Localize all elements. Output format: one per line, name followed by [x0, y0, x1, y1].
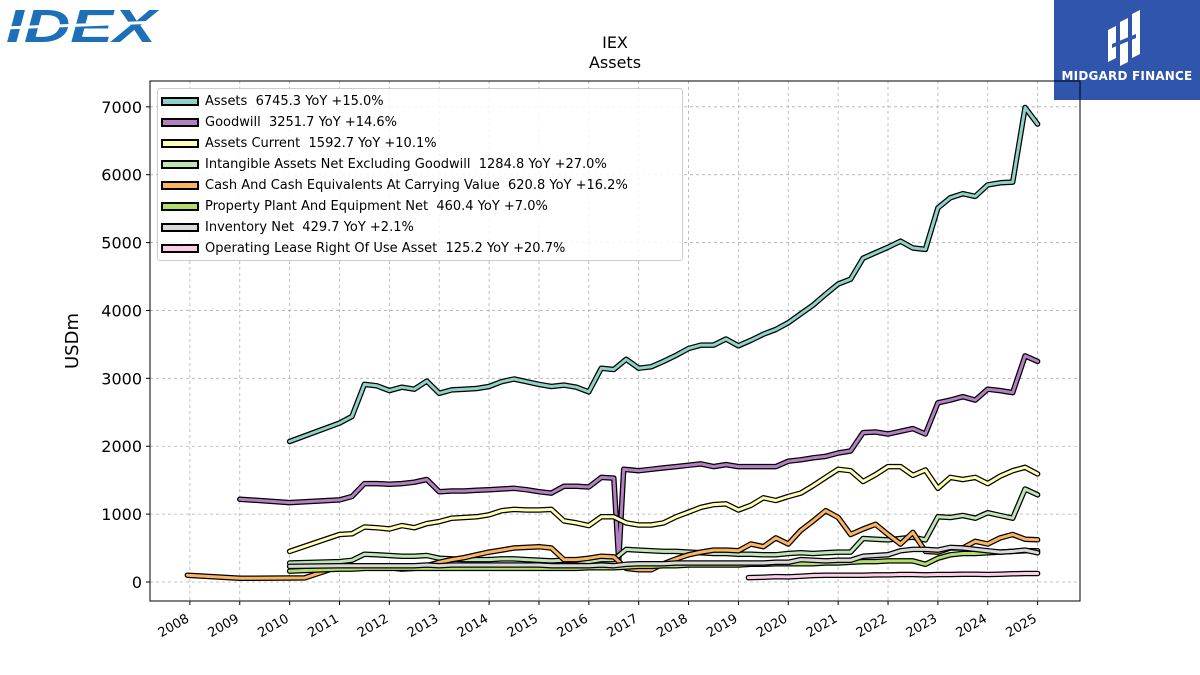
legend-swatch — [161, 160, 199, 169]
idex-logo: IDEX — [3, 0, 161, 52]
x-tick-label: 2010 — [255, 611, 291, 641]
legend-label: Goodwill 3251.7 YoY +14.6% — [205, 115, 398, 130]
legend-item-inventory: Inventory Net 429.7 YoY +2.1% — [158, 217, 414, 238]
series-line — [288, 465, 1040, 553]
x-tick-label: 2019 — [704, 611, 740, 641]
plot-frame — [149, 80, 1081, 602]
legend-label: Assets Current 1592.7 YoY +10.1% — [205, 136, 437, 151]
legend-swatch — [161, 181, 199, 190]
legend-label: Property Plant And Equipment Net 460.4 Y… — [205, 199, 548, 214]
x-tick-label: 2009 — [206, 611, 242, 641]
x-tick-label: 2025 — [1003, 611, 1039, 641]
x-tick-label: 2008 — [156, 611, 192, 641]
midgard-finance-logo: MIDGARD FINANCE — [1054, 0, 1200, 100]
legend-label: Inventory Net 429.7 YoY +2.1% — [205, 220, 414, 235]
x-tick-label: 2013 — [405, 611, 441, 641]
y-tick-label: 3000 — [101, 369, 142, 388]
legend-item-ppe: Property Plant And Equipment Net 460.4 Y… — [158, 196, 548, 217]
series-assets-current — [286, 463, 1041, 555]
legend-item-assets-current: Assets Current 1592.7 YoY +10.1% — [158, 133, 437, 154]
series-lines — [184, 104, 1041, 582]
y-tick-label: 1000 — [101, 505, 142, 524]
x-tick-label: 2022 — [854, 611, 890, 641]
legend-item-assets: Assets 6745.3 YoY +15.0% — [158, 91, 384, 112]
series-assets — [286, 104, 1041, 445]
y-tick-label: 5000 — [101, 234, 142, 253]
x-tick-label: 2021 — [804, 611, 840, 641]
x-tick-label: 2017 — [605, 611, 641, 641]
series-line — [746, 572, 1040, 580]
idex-logo-mark: IDEX — [3, 0, 161, 52]
legend: Assets 6745.3 YoY +15.0% Goodwill 3251.7… — [157, 88, 683, 261]
x-tick-label: 2018 — [654, 611, 690, 641]
x-tick-label: 2016 — [555, 611, 591, 641]
legend-item-cash: Cash And Cash Equivalents At Carrying Va… — [158, 175, 628, 196]
legend-swatch — [161, 97, 199, 106]
chart-title: IEX — [602, 33, 628, 52]
legend-swatch — [161, 202, 199, 211]
legend-label: Operating Lease Right Of Use Asset 125.2… — [205, 241, 566, 256]
x-tick-label: 2015 — [505, 611, 541, 641]
series-goodwill — [237, 353, 1041, 564]
series-line — [238, 354, 1040, 562]
y-axis-label: USDm — [62, 313, 83, 369]
y-tick-label: 7000 — [101, 98, 142, 117]
legend-label: Cash And Cash Equivalents At Carrying Va… — [205, 178, 628, 193]
legend-label: Assets 6745.3 YoY +15.0% — [205, 94, 384, 109]
x-tick-label: 2012 — [355, 611, 391, 641]
x-tick-label: 2024 — [954, 611, 990, 641]
legend-swatch — [161, 223, 199, 232]
series-inventory-net — [286, 544, 1041, 570]
x-tick-label: 2023 — [904, 611, 940, 641]
y-tick-label: 6000 — [101, 166, 142, 185]
legend-swatch — [161, 139, 199, 148]
legend-item-goodwill: Goodwill 3251.7 YoY +14.6% — [158, 112, 397, 133]
series-line — [288, 106, 1040, 443]
y-tick-label: 0 — [132, 573, 142, 592]
legend-label: Intangible Assets Net Excluding Goodwill… — [205, 157, 607, 172]
y-tick-label: 4000 — [101, 301, 142, 320]
legend-swatch — [161, 244, 199, 253]
x-axis: 2008 2009 2010 2011 2012 2013 2014 2015 2016 2017… — [156, 601, 1040, 641]
y-tick-label: 2000 — [101, 437, 142, 456]
legend-item-operating-lease: Operating Lease Right Of Use Asset 125.2… — [158, 238, 565, 259]
x-tick-label: 2014 — [455, 611, 491, 641]
x-tick-label: 2011 — [305, 611, 341, 641]
series-line — [288, 545, 1040, 568]
midgard-logo-text: MIDGARD FINANCE — [1061, 69, 1193, 83]
legend-swatch — [161, 118, 199, 127]
midgard-logo-mark — [1108, 10, 1140, 66]
chart-subtitle: Assets — [588, 53, 642, 72]
y-axis: 0 1000 2000 3000 4000 5000 6000 7000 — [101, 98, 150, 592]
legend-item-intangible-assets: Intangible Assets Net Excluding Goodwill… — [158, 154, 607, 175]
x-tick-label: 2020 — [754, 611, 790, 641]
series-operating-lease-right-of-use-asset — [745, 570, 1041, 581]
